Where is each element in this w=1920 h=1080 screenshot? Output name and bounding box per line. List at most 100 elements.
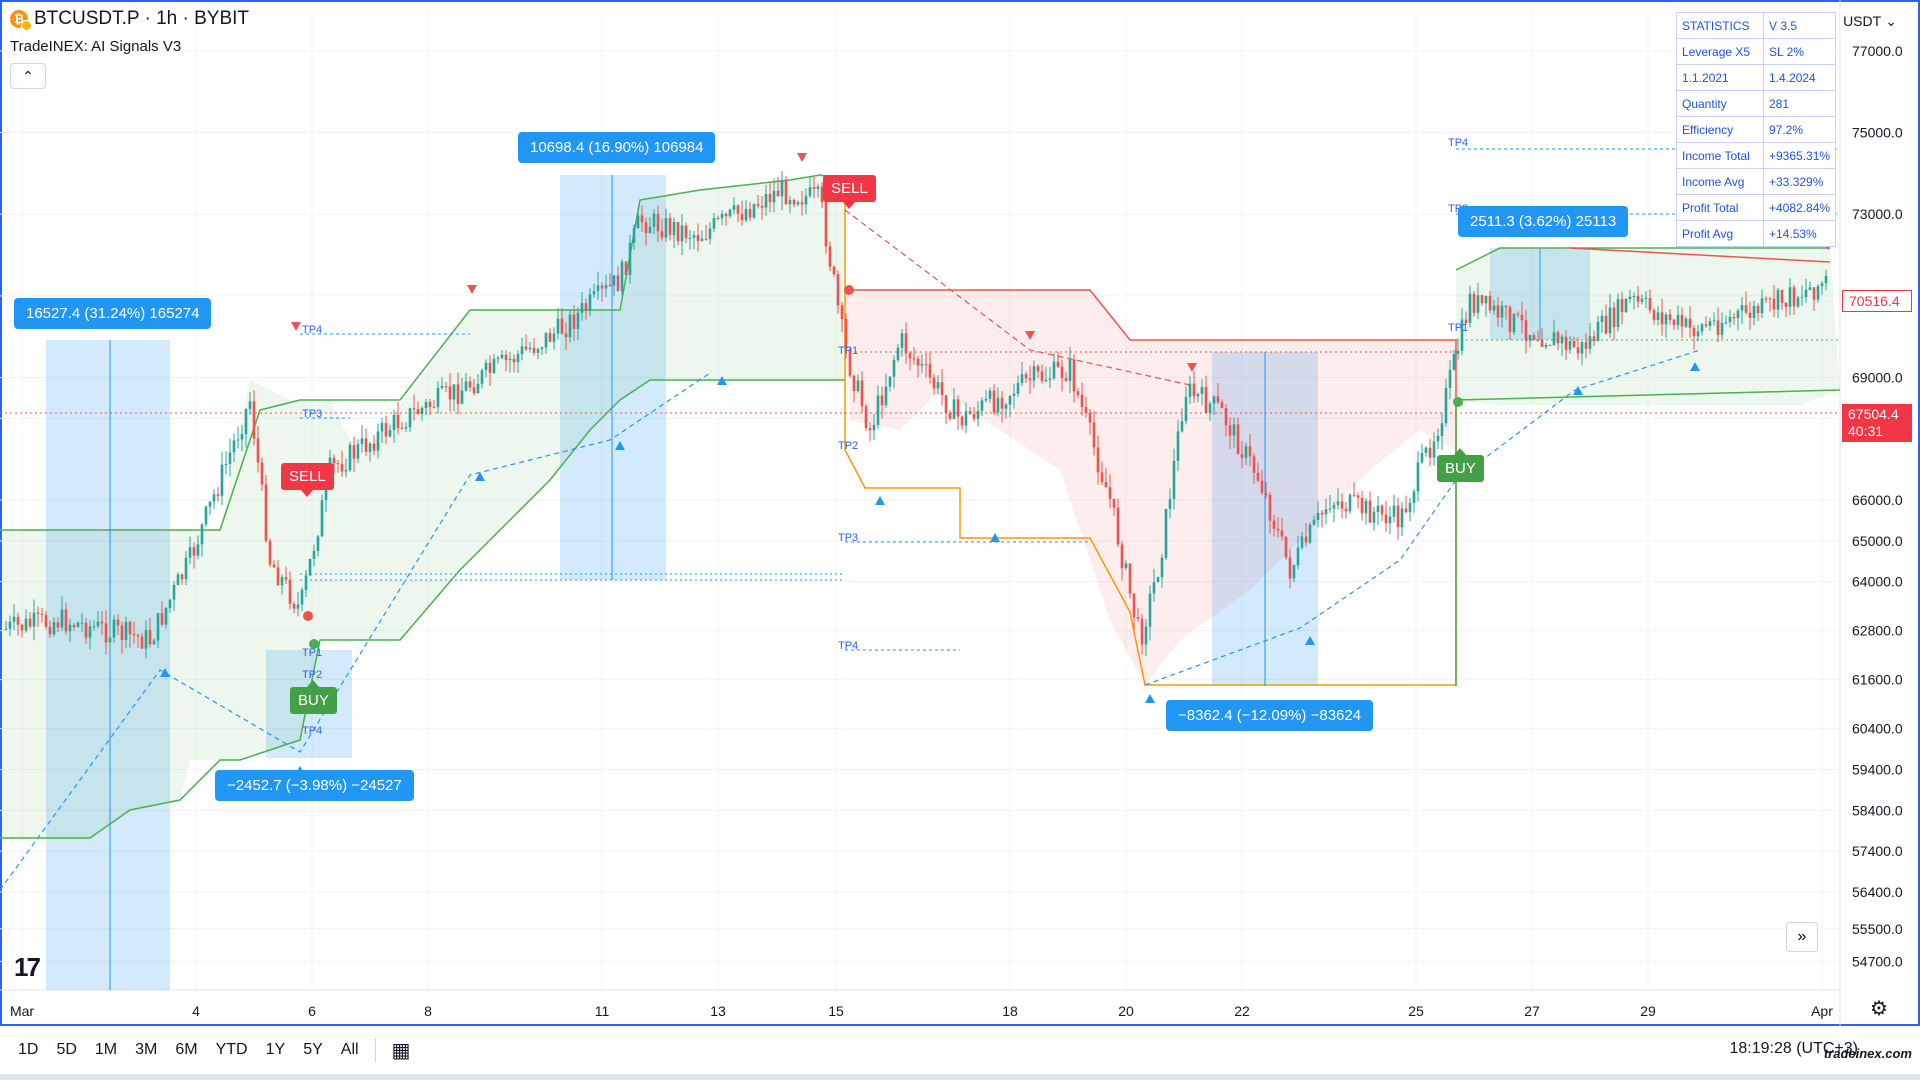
candle-body	[924, 363, 928, 365]
tradingview-logo[interactable]: 17	[14, 952, 41, 982]
double-chevron-right-icon: »	[1797, 928, 1807, 945]
candle-body	[1424, 447, 1428, 453]
candle-body	[1112, 498, 1116, 508]
stats-row: Leverage X5 SL 2%	[1676, 38, 1837, 65]
gear-icon[interactable]: ⚙	[1870, 998, 1888, 1020]
candle-body	[1728, 317, 1732, 323]
candle-body	[104, 623, 108, 643]
range-button-5y[interactable]: 5Y	[303, 1041, 323, 1058]
candle-body	[532, 347, 536, 353]
candle-body	[1476, 294, 1480, 313]
candle-body	[1264, 493, 1268, 495]
scroll-to-realtime-button[interactable]: »	[1786, 922, 1818, 952]
candle-body	[760, 205, 764, 208]
candle-body	[112, 619, 116, 638]
candle-body	[1724, 322, 1728, 324]
candle-body	[1080, 394, 1084, 408]
candle-body	[116, 619, 120, 626]
candle-body	[916, 358, 920, 366]
stats-value: 281	[1762, 90, 1837, 117]
collapse-button[interactable]: ⌃	[10, 63, 46, 89]
candle-body	[68, 624, 72, 632]
price-chart[interactable]: 77000.075000.073000.071000.069000.068000…	[0, 0, 1920, 1026]
candle-body	[136, 635, 140, 637]
range-button-ytd[interactable]: YTD	[215, 1041, 248, 1058]
candle-body	[1184, 396, 1188, 422]
candle-body	[1096, 447, 1100, 473]
candle-body	[676, 221, 680, 242]
candle-body	[1152, 582, 1156, 594]
range-button-1m[interactable]: 1M	[94, 1041, 118, 1058]
candle-body	[184, 557, 188, 580]
candle-body	[460, 390, 464, 404]
candle-body	[1796, 297, 1800, 307]
candle-body	[352, 444, 356, 459]
candle-body	[132, 634, 136, 636]
candle-body	[84, 622, 88, 638]
candle-body	[940, 382, 944, 396]
candle-body	[1388, 516, 1392, 524]
candle-body	[1036, 366, 1040, 372]
candle-body	[1212, 396, 1216, 404]
trail-line	[844, 190, 1456, 686]
candle-body	[864, 406, 868, 429]
candle-body	[1132, 593, 1136, 618]
stats-label: 1.1.2021	[1676, 64, 1764, 91]
range-button-3m[interactable]: 3M	[135, 1041, 158, 1058]
candle-body	[572, 314, 576, 329]
candle-body	[476, 383, 480, 394]
clock[interactable]: 18:19:28 (UTC+3)	[1729, 1040, 1858, 1057]
sell-marker	[291, 322, 301, 331]
candle-body	[1712, 320, 1716, 322]
candle-body	[472, 387, 476, 394]
range-button-1y[interactable]: 1Y	[265, 1041, 286, 1058]
candle-body	[748, 209, 752, 218]
range-button-1d[interactable]: 1D	[18, 1041, 39, 1058]
candle-body	[1064, 378, 1068, 381]
range-button-all[interactable]: All	[340, 1041, 359, 1058]
candle-body	[156, 613, 160, 641]
range-button-5d[interactable]: 5D	[56, 1041, 77, 1058]
candle-body	[1016, 382, 1020, 394]
candle-body	[1072, 359, 1076, 392]
candle-body	[1196, 393, 1200, 397]
indicator-name[interactable]: TradeINEX: AI Signals V3	[10, 38, 182, 55]
candle-body	[120, 625, 124, 640]
candle-body	[1628, 296, 1632, 300]
candle-body	[4, 628, 8, 630]
candle-body	[100, 621, 104, 624]
candle-body	[1060, 366, 1064, 379]
candle-body	[704, 238, 708, 240]
stats-label: STATISTICS	[1676, 12, 1764, 39]
candle-body	[1340, 501, 1344, 509]
candle-body	[652, 213, 656, 227]
candle-body	[412, 408, 416, 410]
candle-body	[928, 364, 932, 378]
candle-body	[36, 612, 40, 614]
candle-body	[892, 360, 896, 377]
stats-row: Income Total +9365.31%	[1676, 142, 1837, 169]
symbol-row[interactable]: ₿ BTCUSDT.P · 1h · BYBIT	[10, 8, 250, 31]
candle-body	[1460, 319, 1464, 351]
currency-selector[interactable]: USDT ⌄	[1840, 8, 1900, 34]
candle-body	[1516, 313, 1520, 315]
candle-body	[932, 377, 936, 389]
candle-body	[1040, 371, 1044, 382]
measure-zone	[46, 340, 170, 990]
candle-body	[900, 333, 904, 348]
candle-body	[1552, 332, 1556, 346]
tp-label: TP4	[838, 640, 858, 652]
stats-value: +9365.31%	[1762, 142, 1837, 169]
candle-body	[504, 354, 508, 361]
candle-body	[1692, 327, 1696, 337]
candle-body	[756, 204, 760, 206]
symbol-title[interactable]: BTCUSDT.P · 1h · BYBIT	[34, 8, 250, 29]
candle-body	[560, 318, 564, 334]
currency-label: USDT	[1843, 13, 1882, 29]
candle-body	[1056, 361, 1060, 367]
candle-body	[1392, 505, 1396, 517]
calendar-icon[interactable]: ▦	[391, 1039, 411, 1062]
range-button-6m[interactable]: 6M	[175, 1041, 198, 1058]
candle-body	[1220, 402, 1224, 409]
candle-body	[440, 386, 444, 389]
